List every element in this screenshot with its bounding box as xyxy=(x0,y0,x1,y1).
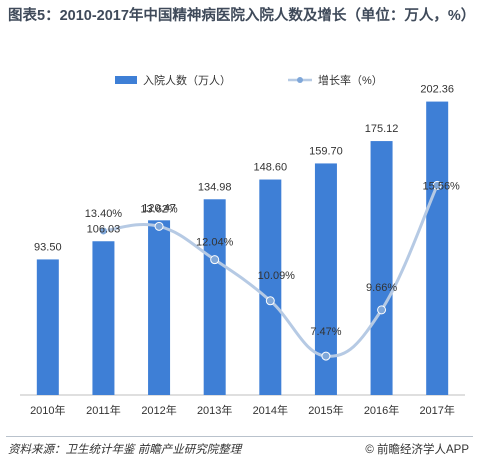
growth-label-5: 7.47% xyxy=(310,326,341,338)
bar-5 xyxy=(314,163,337,395)
legend-swatch-bar xyxy=(115,76,137,84)
bar-value-label-5: 159.70 xyxy=(309,145,343,157)
bar-value-label-4: 148.60 xyxy=(253,162,287,174)
source-note: 资料来源：卫生统计年鉴 前瞻产业研究院整理 xyxy=(8,444,242,456)
growth-label-7: 15.56% xyxy=(423,180,461,192)
growth-label-6: 9.66% xyxy=(366,282,397,294)
bar-3 xyxy=(203,199,226,395)
growth-point-1 xyxy=(98,226,108,236)
growth-label-1: 13.40% xyxy=(85,208,123,220)
x-tick-label-4: 2014年 xyxy=(253,403,288,417)
growth-label-4: 10.09% xyxy=(258,270,296,282)
growth-point-4 xyxy=(265,296,275,306)
growth-line-layer xyxy=(98,180,442,361)
bar-0 xyxy=(36,259,59,395)
bars-layer xyxy=(36,101,449,395)
legend-swatch-marker xyxy=(297,77,303,83)
growth-label-3: 12.04% xyxy=(196,237,234,249)
bar-value-label-3: 134.98 xyxy=(198,181,232,193)
labels-layer: 93.50 2010年 106.03 2011年 120.47 2012年 134.98 20… xyxy=(30,84,460,417)
growth-point-7 xyxy=(432,180,442,190)
bar-value-label-1: 106.03 xyxy=(87,223,121,235)
bar-value-label-2: 120.47 xyxy=(142,202,176,214)
growth-point-2 xyxy=(154,221,164,231)
chart-title: 图表5：2010-2017年中国精神病医院入院人数及增长（单位：万人，%） xyxy=(8,8,476,24)
growth-point-5 xyxy=(321,351,331,361)
x-tick-label-1: 2011年 xyxy=(86,403,121,417)
legend: 入院人数（万人） 增长率（%） xyxy=(115,73,383,87)
growth-point-6 xyxy=(377,305,387,315)
legend-label-bar: 入院人数（万人） xyxy=(143,73,231,87)
x-tick-label-3: 2013年 xyxy=(197,403,232,417)
bar-value-label-6: 175.12 xyxy=(365,123,399,135)
bar-2 xyxy=(148,220,171,395)
bar-value-label-7: 202.36 xyxy=(420,84,454,96)
x-tick-label-2: 2012年 xyxy=(141,403,176,417)
x-tick-label-0: 2010年 xyxy=(30,403,65,417)
bar-1 xyxy=(92,241,115,395)
x-tick-label-5: 2015年 xyxy=(308,403,343,417)
bar-6 xyxy=(370,141,393,395)
growth-label-2: 13.62% xyxy=(140,203,178,215)
x-tick-label-6: 2016年 xyxy=(364,403,399,417)
bar-4 xyxy=(259,179,282,395)
footer-divider xyxy=(6,436,473,437)
growth-point-3 xyxy=(210,255,220,265)
x-tick-label-7: 2017年 xyxy=(419,403,454,417)
legend-label-line: 增长率（%） xyxy=(318,73,383,87)
brand-credit: © 前瞻经济学人APP xyxy=(365,444,469,456)
bar-7 xyxy=(426,101,449,395)
bar-value-label-0: 93.50 xyxy=(34,241,62,253)
